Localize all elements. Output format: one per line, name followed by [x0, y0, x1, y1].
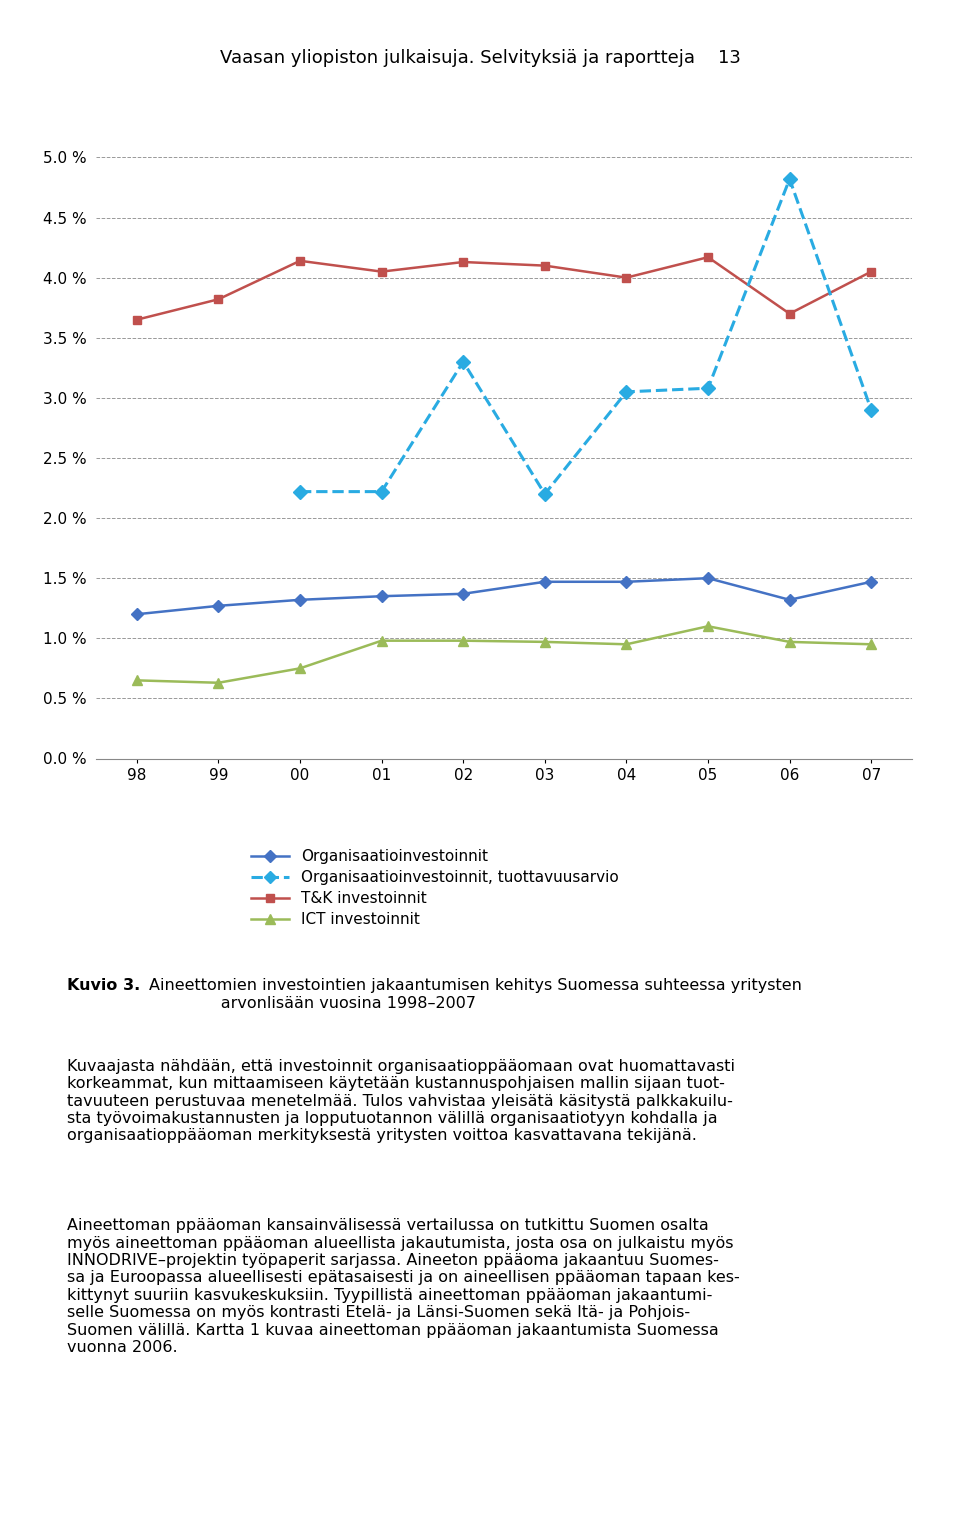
Text: Kuvio 3.: Kuvio 3. [67, 978, 140, 994]
Text: Kuvaajasta nähdään, että investoinnit organisaatioppääomaan ovat huomattavasti
k: Kuvaajasta nähdään, että investoinnit or… [67, 1059, 735, 1144]
Text: Vaasan yliopiston julkaisuja. Selvityksiä ja raportteja    13: Vaasan yliopiston julkaisuja. Selvityksi… [220, 49, 740, 67]
Text: Aineettomien investointien jakaantumisen kehitys Suomessa suhteessa yritysten
  : Aineettomien investointien jakaantumisen… [149, 978, 802, 1010]
Text: Aineettoman ppääoman kansainvälisessä vertailussa on tutkittu Suomen osalta
myös: Aineettoman ppääoman kansainvälisessä ve… [67, 1218, 740, 1355]
Legend: Organisaatioinvestoinnit, Organisaatioinvestoinnit, tuottavuusarvio, T&K investo: Organisaatioinvestoinnit, Organisaatioin… [251, 850, 618, 927]
